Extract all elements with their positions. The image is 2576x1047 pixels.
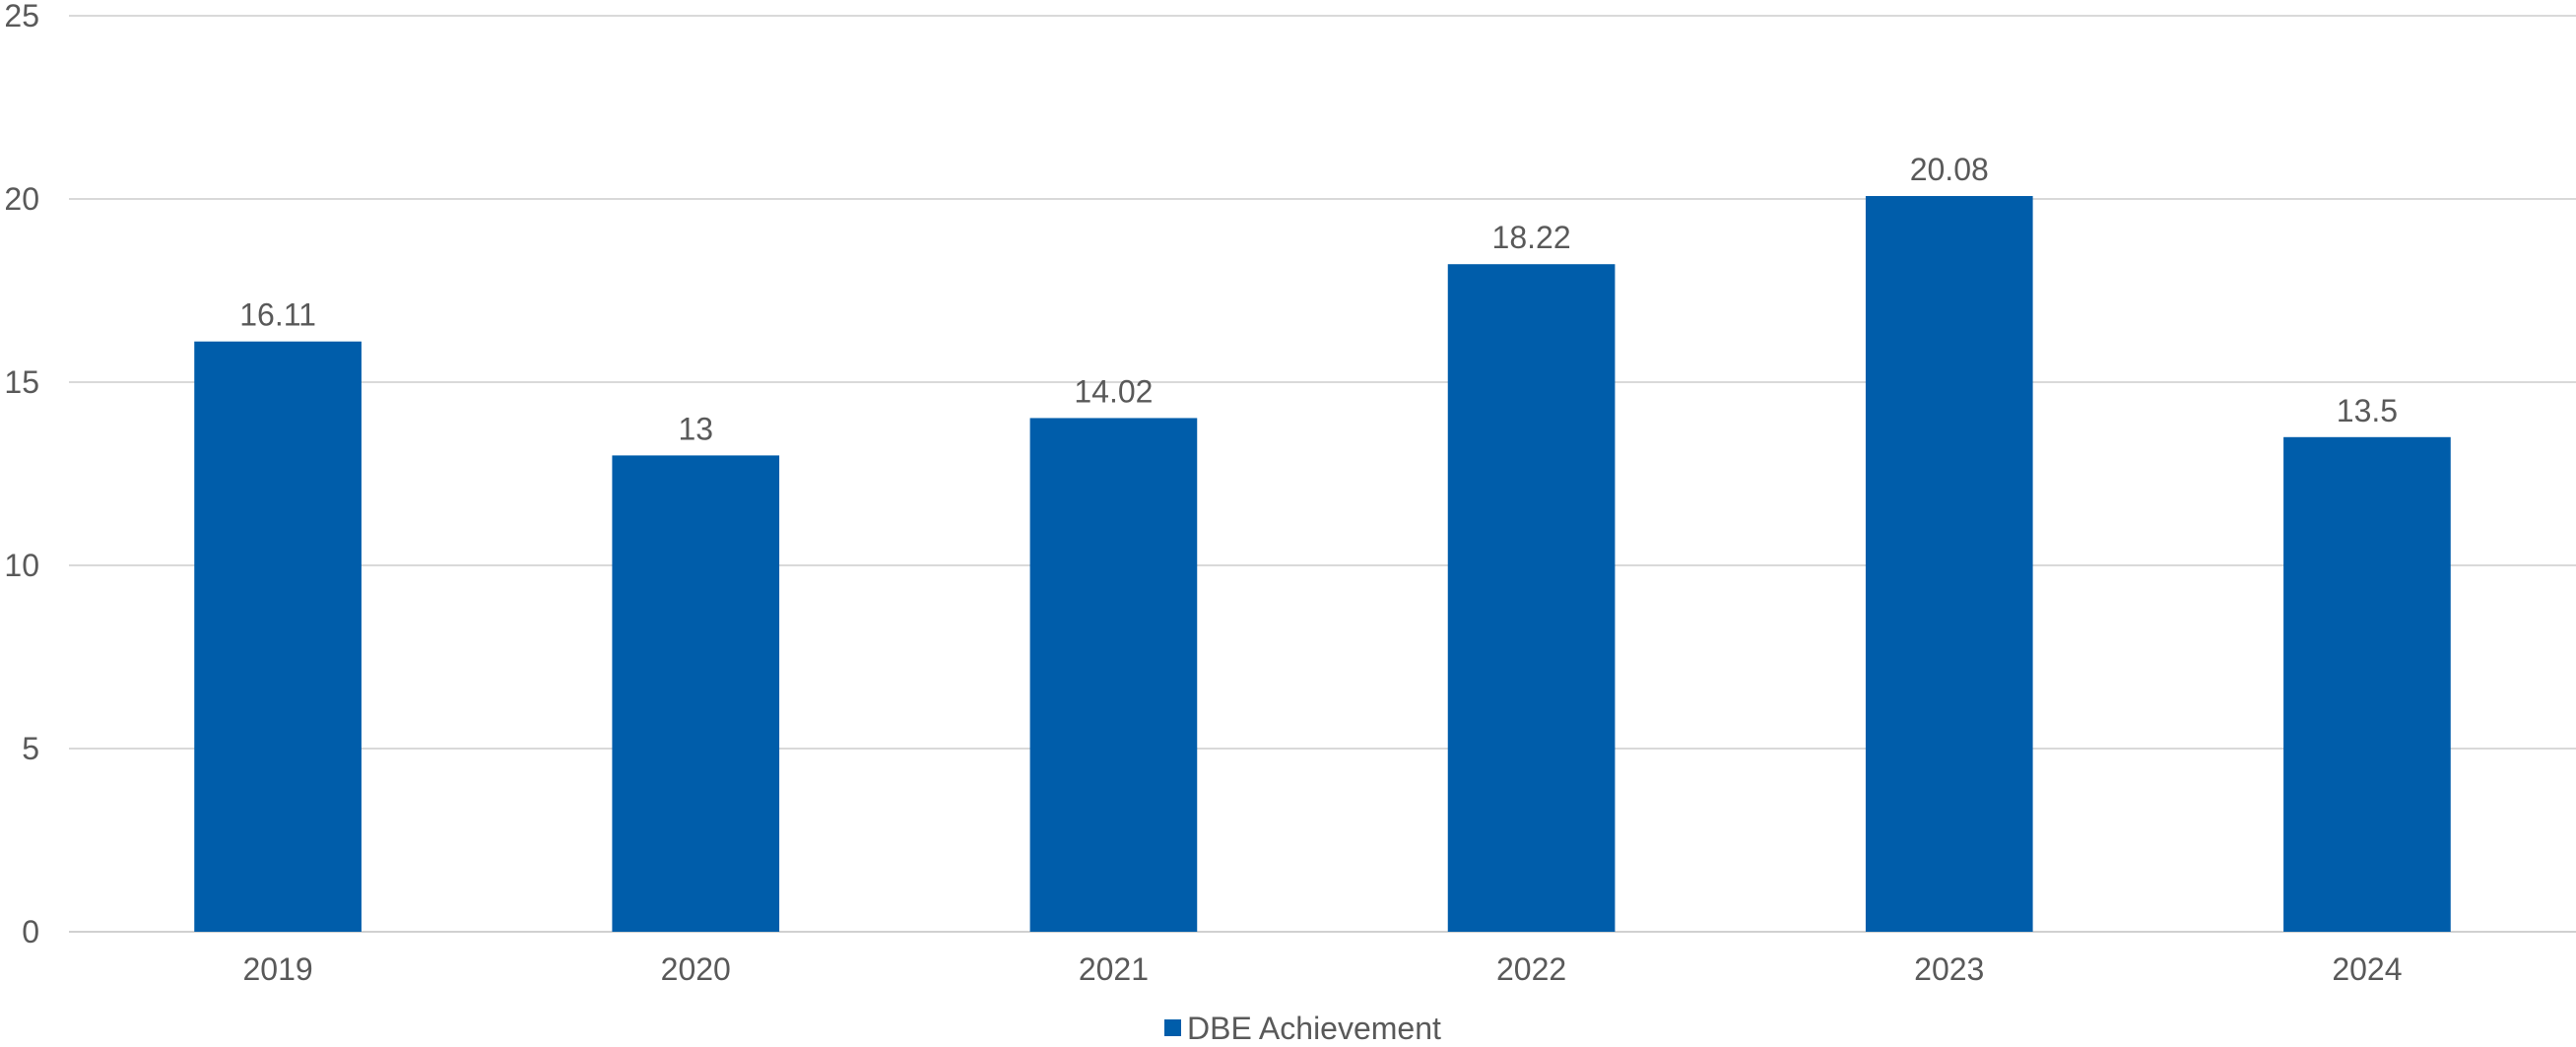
legend-swatch	[1164, 1019, 1181, 1036]
y-axis-ticks: 0 5 10 15 20 25	[4, 0, 39, 949]
y-tick-label: 0	[22, 914, 39, 949]
x-category-label: 2021	[1079, 951, 1149, 987]
bar	[2283, 436, 2451, 932]
data-label: 13.5	[2337, 393, 2398, 428]
data-labels: 16.11 13 14.02 18.22 20.08 13.5	[239, 152, 2398, 446]
data-label: 16.11	[239, 297, 316, 333]
bar	[1447, 264, 1616, 932]
legend-label: DBE Achievement	[1187, 1011, 1441, 1042]
bar	[194, 341, 362, 932]
x-category-label: 2024	[2332, 951, 2402, 987]
bar	[612, 455, 780, 932]
gridlines	[69, 15, 2576, 933]
data-label: 13	[678, 411, 713, 446]
x-axis-categories: 2019 2020 2021 2022 2023 2024	[242, 951, 2402, 987]
x-category-label: 2019	[242, 951, 312, 987]
bar	[1029, 418, 1198, 932]
y-tick-label: 25	[4, 0, 39, 33]
y-tick-label: 10	[4, 548, 39, 583]
x-category-label: 2022	[1496, 951, 1566, 987]
x-category-label: 2020	[661, 951, 731, 987]
data-label: 18.22	[1492, 220, 1571, 255]
bar	[1865, 196, 2033, 933]
y-tick-label: 20	[4, 181, 39, 217]
data-label: 20.08	[1910, 152, 1989, 187]
legend: DBE Achievement	[1164, 1011, 1441, 1046]
bars	[194, 196, 2451, 933]
y-tick-label: 5	[22, 731, 39, 766]
y-tick-label: 15	[4, 364, 39, 400]
data-label: 14.02	[1074, 373, 1153, 409]
x-category-label: 2023	[1914, 951, 1984, 987]
